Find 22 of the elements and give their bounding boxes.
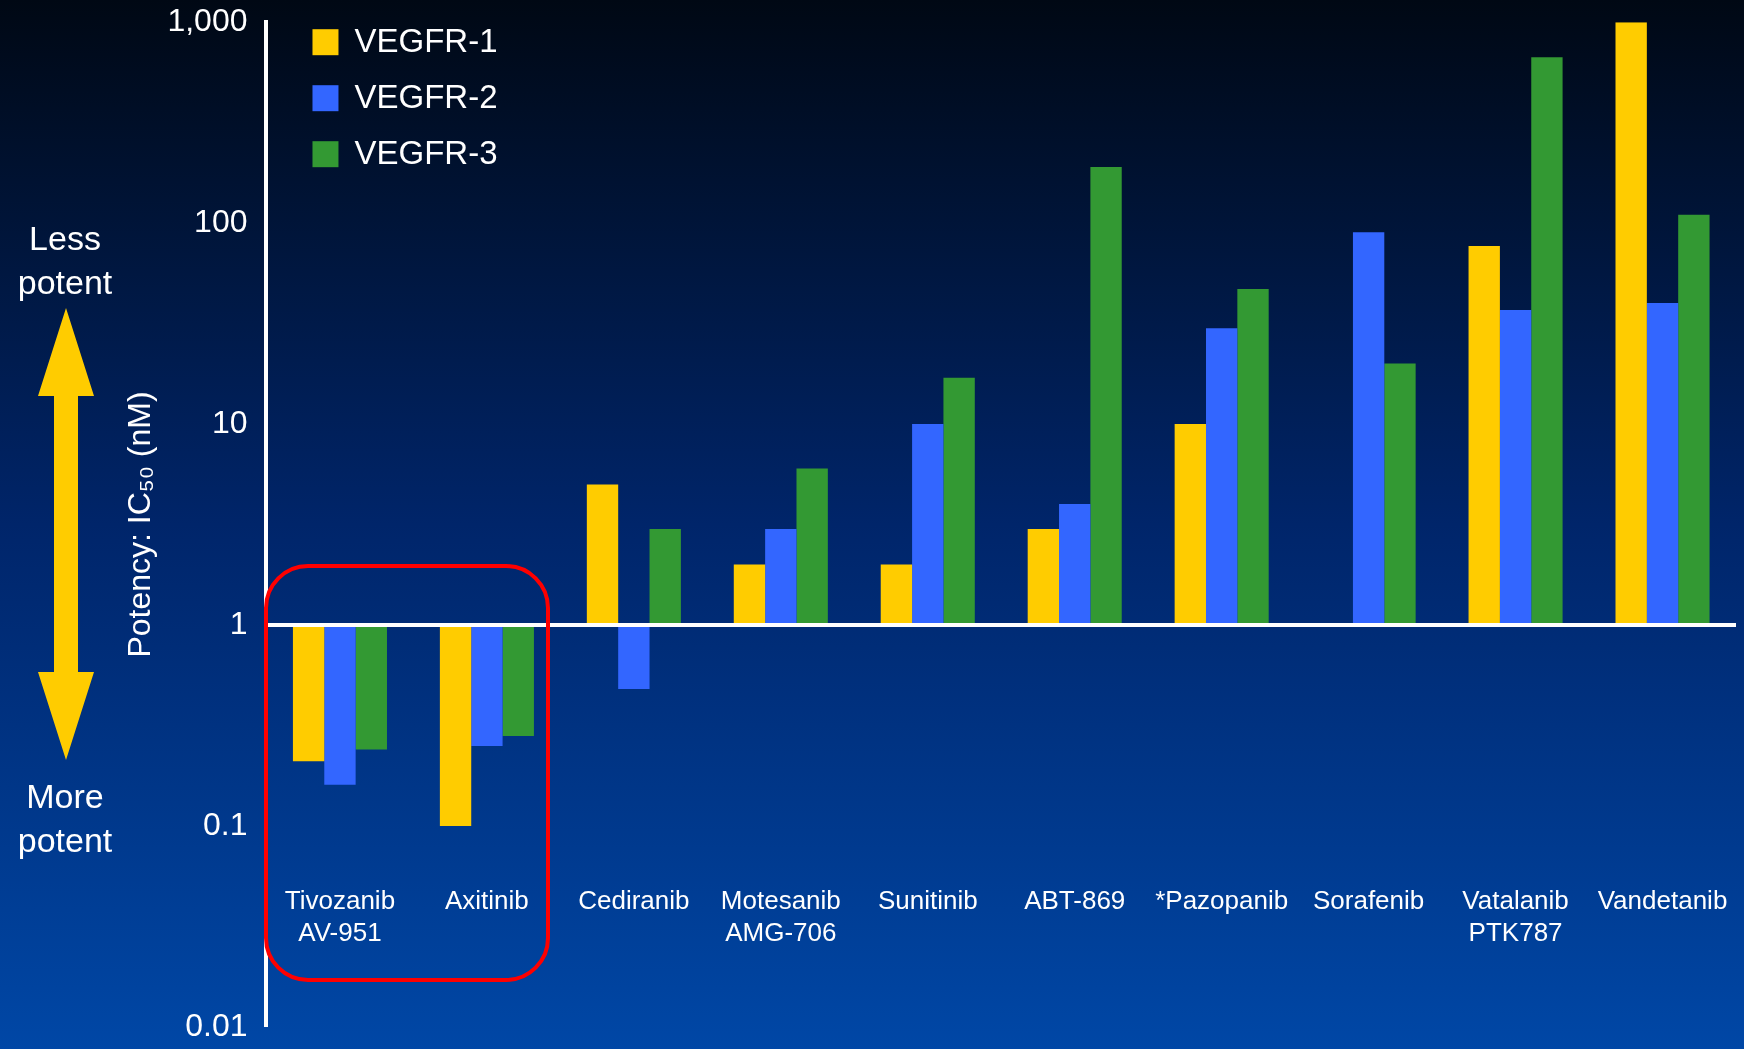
y-tick-label: 0.1 — [202, 805, 248, 842]
x-tick-label: Vandetanib — [1597, 885, 1728, 916]
x-tick-label: Cediranib — [578, 885, 690, 916]
y-tick-label: 10 — [211, 403, 248, 440]
text: Less potent — [16, 218, 114, 303]
legend-label: VEGFR-2 — [354, 78, 498, 116]
x-tick-label: ABT-869 — [1024, 885, 1126, 916]
legend-label: VEGFR-1 — [354, 22, 498, 60]
text: More potent — [16, 776, 114, 861]
y-axis-title: Potency: IC₅₀ (nM) — [121, 391, 158, 658]
x-tick-label: *Pazopanib — [1155, 885, 1289, 916]
y-tick-label: 100 — [194, 202, 248, 239]
y-tick-label: 1,000 — [167, 2, 248, 39]
x-tick-label: Tivozanib AV-951 — [284, 885, 396, 948]
x-tick-label: Motesanib AMG-706 — [720, 885, 841, 948]
x-tick-label: Axitinib — [444, 885, 529, 916]
x-tick-label: Sunitinib — [877, 885, 978, 916]
legend-label: VEGFR-3 — [354, 134, 498, 172]
x-tick-label: Vatalanib PTK787 — [1462, 885, 1569, 948]
x-tick-label: Sorafenib — [1312, 885, 1425, 916]
y-tick-label: 1 — [229, 604, 248, 641]
y-tick-label: 0.01 — [185, 1006, 248, 1043]
